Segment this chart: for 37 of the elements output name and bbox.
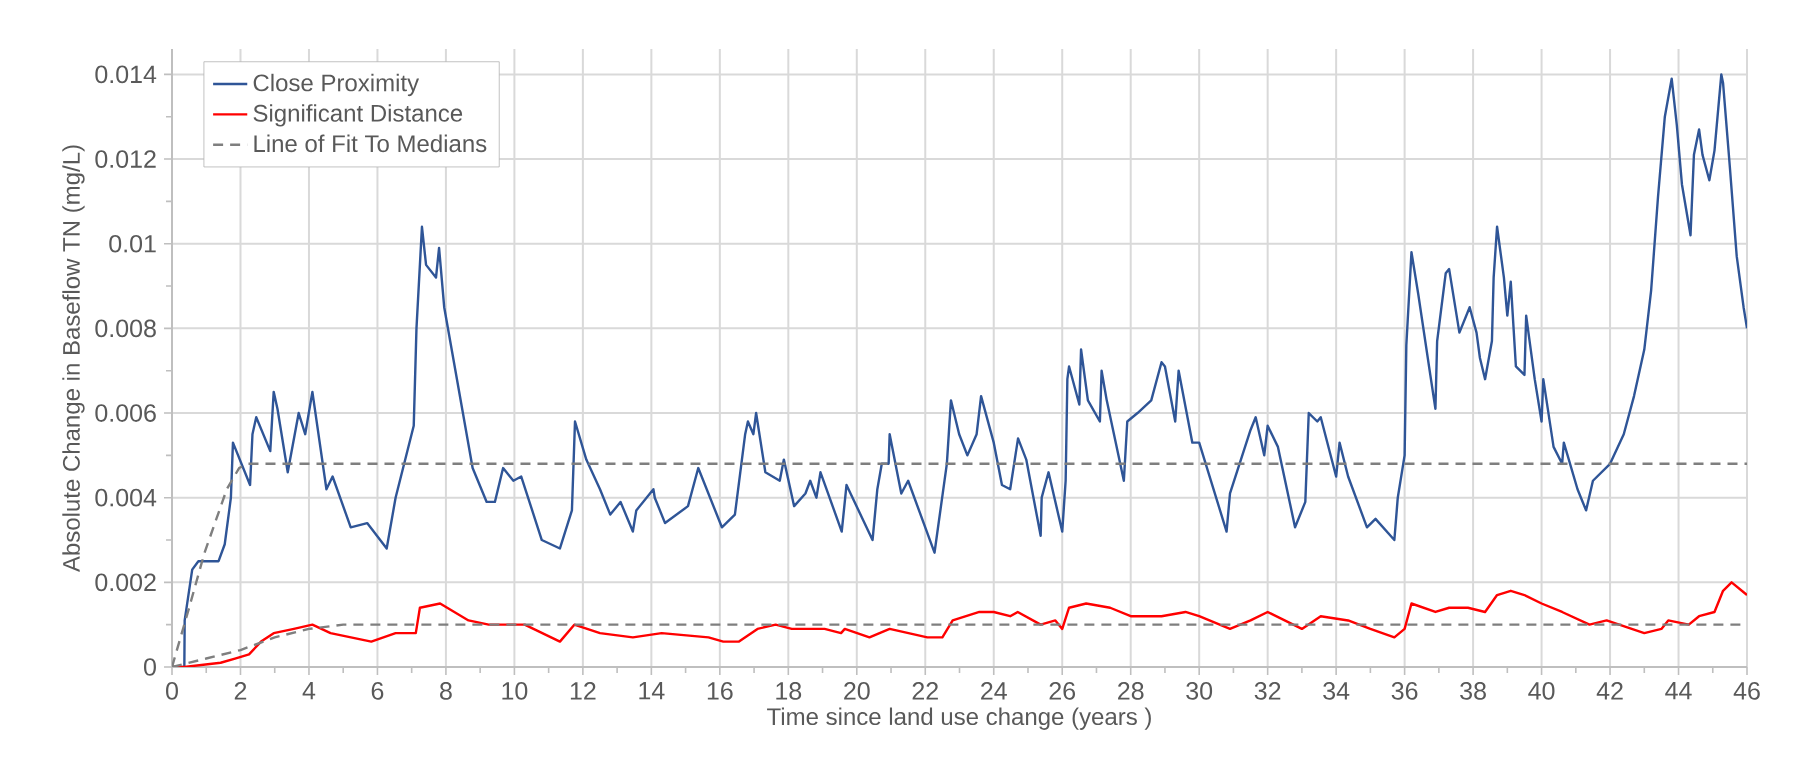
x-tick-label: 40 (1528, 682, 1555, 700)
x-axis-title: Time since land use change (years ) (767, 707, 1151, 730)
x-tick-label: 34 (1323, 682, 1350, 700)
legend-label: Line of Fit To Medians (254, 134, 487, 153)
x-tick-label: 2 (234, 682, 247, 700)
x-tick-label: 46 (1733, 682, 1760, 700)
x-tick-label: 16 (707, 682, 733, 700)
y-tick-label: 0.008 (95, 319, 156, 338)
x-tick-label: 22 (912, 682, 938, 700)
legend-label: Significant Distance (253, 104, 463, 127)
x-tick-label: 6 (371, 682, 384, 700)
x-tick-label: 0 (166, 682, 178, 700)
x-tick-label: 20 (844, 682, 870, 700)
x-tick-label: 26 (1049, 682, 1076, 700)
y-tick-label: 0.004 (95, 488, 157, 507)
x-tick-label: 14 (639, 682, 665, 700)
y-tick-label: 0 (144, 658, 156, 676)
x-tick-label: 18 (776, 682, 802, 700)
x-tick-label: 30 (1186, 682, 1213, 700)
y-axis-title: Absolute Change in Baseflow TN (mg/L) (62, 145, 85, 573)
y-tick-label: 0.002 (95, 573, 156, 592)
x-tick-label: 32 (1254, 682, 1281, 700)
x-tick-label: 38 (1460, 682, 1486, 700)
x-tick-label: 44 (1665, 682, 1692, 700)
legend-label: Close Proximity (253, 73, 420, 97)
x-tick-label: 10 (502, 682, 528, 700)
x-tick-label: 8 (440, 682, 452, 700)
y-tick-label: 0.006 (95, 404, 156, 422)
x-tick-label: 42 (1596, 682, 1623, 700)
x-tick-label: 28 (1118, 682, 1144, 700)
x-tick-label: 24 (981, 682, 1007, 700)
y-tick-label: 0.014 (95, 65, 157, 84)
x-tick-label: 4 (302, 682, 316, 700)
x-tick-label: 12 (570, 682, 596, 700)
x-tick-label: 36 (1391, 682, 1418, 700)
y-tick-label: 0.012 (95, 150, 156, 168)
y-tick-label: 0.01 (109, 234, 156, 253)
